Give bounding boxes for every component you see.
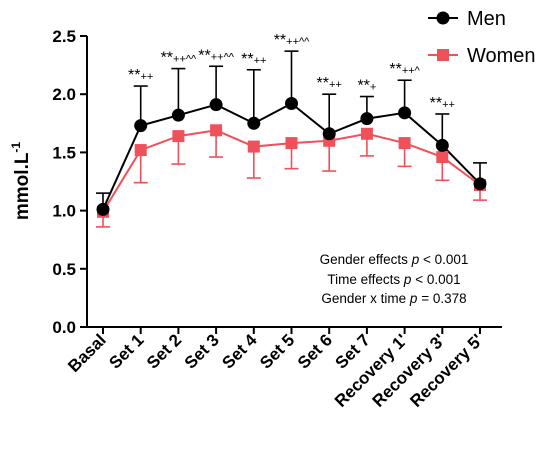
significance-label: **++^^ xyxy=(198,47,234,64)
significance-main: ** xyxy=(389,61,401,78)
annotation-interaction-p: p xyxy=(409,291,418,306)
statistics-annotation: Gender effects p < 0.001 Time effects p … xyxy=(320,252,469,306)
significance-main: ** xyxy=(161,50,173,67)
women-data-point xyxy=(285,137,298,150)
women-data-point xyxy=(210,124,223,137)
annotation-interaction-value: = 0.378 xyxy=(421,291,466,306)
significance-sub: + xyxy=(370,82,376,94)
men-data-point xyxy=(171,108,185,122)
x-tick-label: Set 1 xyxy=(105,330,147,372)
significance-sub: ++^^ xyxy=(173,54,197,66)
women-data-point xyxy=(398,137,411,150)
annotation-gender-p: p xyxy=(411,252,420,267)
annotation-interaction-label: Gender x time xyxy=(321,291,406,306)
significance-label: **++ xyxy=(241,51,266,68)
legend-women-marker xyxy=(437,49,449,61)
x-tick-label: Basal xyxy=(64,330,110,376)
annotation-gender-value: < 0.001 xyxy=(423,252,468,267)
legend-item-men: Men xyxy=(428,8,506,30)
x-tick-label: Set 6 xyxy=(294,330,336,372)
men-data-point xyxy=(96,202,110,216)
significance-label: **++^^ xyxy=(161,50,197,67)
x-tick-label: Set 5 xyxy=(256,330,298,372)
legend-women-label: Women xyxy=(467,45,536,67)
x-tick-label: Set 2 xyxy=(143,330,185,372)
x-tick-label: Set 3 xyxy=(181,330,223,372)
y-axis-title-superscript: -1 xyxy=(9,142,23,153)
women-data-point xyxy=(360,127,373,140)
significance-sub: ++^^ xyxy=(286,36,310,48)
legend: Men Women xyxy=(428,8,536,67)
legend-item-women: Women xyxy=(428,45,536,67)
series-markers xyxy=(96,97,487,218)
y-tick-label: 2.5 xyxy=(52,27,76,46)
significance-main: ** xyxy=(198,47,210,64)
y-axis-title: mmol.L-1 xyxy=(9,142,33,221)
significance-label: **++ xyxy=(430,95,455,112)
significance-sub: ++ xyxy=(329,79,342,91)
annotation-gender-effects: Gender effects p < 0.001 xyxy=(320,252,469,267)
y-tick-label: 0.0 xyxy=(52,318,76,337)
y-axis-title-base: mmol.L xyxy=(12,152,33,220)
significance-main: ** xyxy=(128,67,140,84)
men-data-point xyxy=(247,116,261,130)
annotation-time-label: Time effects xyxy=(327,272,400,287)
women-data-point xyxy=(436,151,449,164)
significance-label: **++^ xyxy=(389,61,420,78)
significance-sub: ++^^ xyxy=(211,51,235,63)
significance-label: **++ xyxy=(128,67,153,84)
y-axis-ticks: 0.0 0.5 1.0 1.5 2.0 2.5 xyxy=(52,27,87,337)
y-tick-label: 1.5 xyxy=(52,143,76,162)
annotation-interaction: Gender x time p = 0.378 xyxy=(321,291,466,306)
legend-men-label: Men xyxy=(467,8,506,30)
men-data-point xyxy=(360,112,374,126)
men-data-point xyxy=(134,119,148,133)
annotation-time-effects: Time effects p < 0.001 xyxy=(327,272,460,287)
significance-main: ** xyxy=(274,32,286,49)
significance-label: **++ xyxy=(317,75,342,92)
chart-axes xyxy=(86,36,502,328)
significance-sub: ++ xyxy=(140,71,153,83)
significance-main: ** xyxy=(430,95,442,112)
men-data-point xyxy=(435,138,449,152)
significance-main: ** xyxy=(357,78,369,95)
significance-main: ** xyxy=(241,51,253,68)
women-data-point xyxy=(247,140,260,153)
significance-sub: ++ xyxy=(442,99,455,111)
significance-sub: ++^ xyxy=(402,65,421,77)
men-data-point xyxy=(473,177,487,191)
x-tick-label: Set 4 xyxy=(218,330,261,373)
annotation-time-p: p xyxy=(403,272,412,287)
error-bars xyxy=(96,50,487,228)
men-data-point xyxy=(322,127,336,141)
significance-label: **++^^ xyxy=(274,32,310,49)
y-tick-label: 2.0 xyxy=(52,85,76,104)
men-data-point xyxy=(209,98,223,112)
significance-label: **+ xyxy=(357,78,376,95)
y-tick-label: 1.0 xyxy=(52,202,76,221)
legend-men-marker xyxy=(436,11,450,25)
annotation-gender-label: Gender effects xyxy=(320,252,409,267)
significance-main: ** xyxy=(317,75,329,92)
y-tick-label: 0.5 xyxy=(52,260,76,279)
women-data-point xyxy=(134,144,147,157)
men-data-point xyxy=(398,106,412,120)
significance-markers: **++**++^^ **++^^ **++**++^^**++ **+**++^**… xyxy=(128,32,455,112)
annotation-time-value: < 0.001 xyxy=(415,272,460,287)
significance-sub: ++ xyxy=(254,55,267,67)
men-data-point xyxy=(285,97,298,111)
women-data-point xyxy=(172,130,185,143)
